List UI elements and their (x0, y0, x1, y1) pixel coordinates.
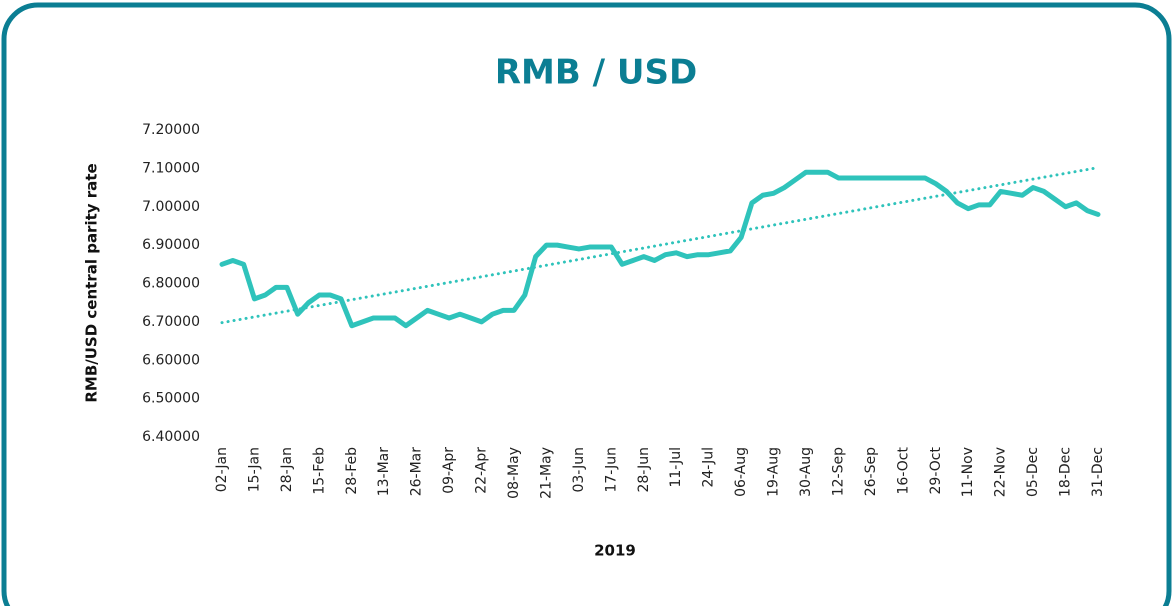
x-tick-label: 26-Sep (863, 447, 879, 496)
x-tick-label: 16-Oct (895, 446, 911, 494)
x-tick-label: 13-Mar (376, 447, 392, 497)
x-tick-label: 28-Jun (636, 447, 652, 493)
x-tick-label: 21-May (538, 447, 554, 499)
data-line (219, 169, 1101, 329)
x-tick-label: 26-Mar (409, 447, 425, 497)
y-tick-label: 6.80000 (142, 276, 200, 292)
x-tick-label: 22-Nov (993, 447, 1009, 497)
x-tick-label: 31-Dec (1090, 447, 1106, 497)
x-tick-label: 28-Feb (344, 447, 360, 495)
x-tick-label: 03-Jun (571, 447, 587, 493)
x-tick-label: 09-Apr (441, 447, 457, 494)
x-tick-label: 15-Jan (246, 447, 262, 492)
x-tick-label: 30-Aug (798, 447, 814, 497)
y-tick-label: 7.00000 (142, 199, 200, 215)
y-tick-label: 6.50000 (142, 391, 200, 407)
trend-line (220, 166, 1100, 325)
x-tick-label: 08-May (506, 447, 522, 499)
x-tick-label: 29-Oct (928, 446, 944, 494)
x-tick-label: 17-Jun (603, 447, 619, 493)
y-axis-title: RMB/USD central parity rate (83, 163, 101, 402)
x-tick-label: 11-Jul (668, 447, 684, 488)
x-tick-label: 12-Sep (830, 447, 846, 496)
x-tick-label: 18-Dec (1058, 447, 1074, 497)
x-tick-label: 15-Feb (311, 447, 327, 495)
x-tick-label: 06-Aug (733, 447, 749, 497)
x-tick-label: 28-Jan (279, 447, 295, 492)
y-tick-label: 6.70000 (142, 314, 200, 330)
y-tick-label: 6.90000 (142, 237, 200, 253)
y-tick-label: 7.20000 (142, 122, 200, 138)
chart-title: RMB / USD (495, 53, 697, 93)
y-tick-label: 6.40000 (142, 429, 200, 445)
x-tick-label: 19-Aug (766, 447, 782, 497)
x-tick-label: 02-Jan (214, 447, 230, 492)
x-tick-label: 22-Apr (474, 447, 490, 494)
x-tick-label: 05-Dec (1025, 447, 1041, 497)
y-tick-label: 7.10000 (142, 160, 200, 176)
x-tick-label: 24-Jul (701, 447, 717, 488)
y-tick-label: 6.60000 (142, 352, 200, 368)
x-axis-title: 2019 (594, 542, 636, 560)
x-tick-label: 11-Nov (960, 447, 976, 497)
